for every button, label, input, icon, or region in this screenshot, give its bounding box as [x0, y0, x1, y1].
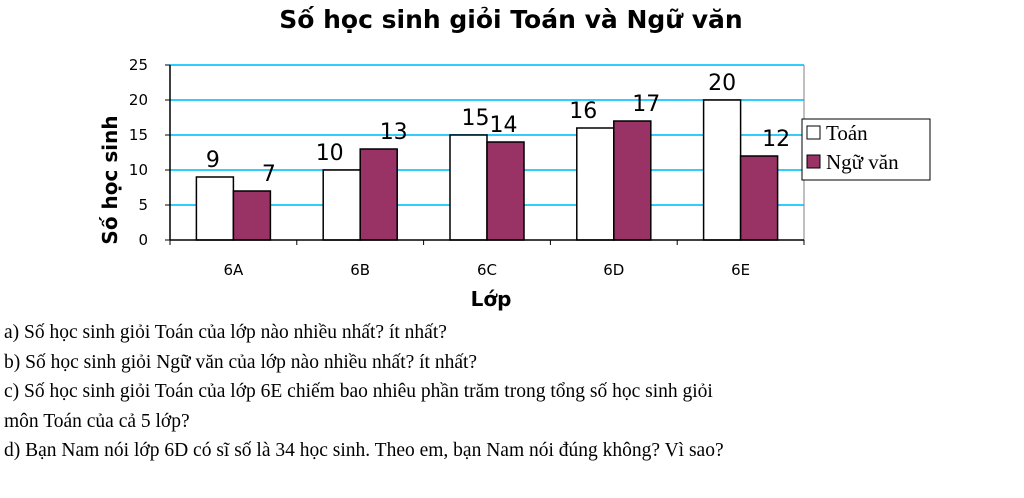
x-tick-label-6B: 6B [350, 261, 370, 279]
bars [195, 99, 779, 241]
x-tick-label-6A: 6A [223, 261, 244, 279]
question-c: c) Số học sinh giỏi Toán của lớp 6E chiế… [4, 381, 713, 402]
bar-toan-6D [576, 127, 615, 241]
legend-label-ngu-van: Ngữ văn [826, 150, 899, 174]
y-tick-label-20: 20 [129, 91, 148, 109]
legend-swatch-toan [806, 125, 821, 140]
bar-toan-6A [195, 176, 235, 241]
question-d: d) Bạn Nam nói lớp 6D có sĩ số là 34 học… [4, 440, 724, 461]
data-label-toan-6D: 16 [569, 99, 597, 124]
data-labels: 9 7 10 13 15 14 16 17 20 12 [206, 71, 790, 187]
bar-ngu-van-6A [232, 190, 272, 241]
x-axis-label: Lớp [471, 287, 512, 311]
legend-swatch-ngu-van [806, 154, 821, 169]
bar-ngu-van-6C [486, 141, 525, 241]
x-tick-label-6C: 6C [477, 261, 497, 279]
question-a: a) Số học sinh giỏi Toán của lớp nào nhi… [4, 322, 447, 343]
data-label-ngu-van-6B: 13 [380, 120, 408, 145]
x-tick-label-6D: 6D [603, 261, 624, 279]
data-label-ngu-van-6D: 17 [632, 92, 660, 117]
legend-label-toan: Toán [826, 121, 868, 145]
x-tick-label-6E: 6E [731, 261, 750, 279]
bar-ngu-van-6D [613, 120, 652, 241]
data-label-ngu-van-6A: 7 [262, 162, 276, 187]
question-list: a) Số học sinh giỏi Toán của lớp nào nhi… [4, 318, 1020, 466]
y-tick-label-10: 10 [129, 161, 148, 179]
data-label-toan-6A: 9 [206, 148, 220, 173]
data-label-toan-6B: 10 [316, 141, 344, 166]
data-label-toan-6C: 15 [462, 106, 490, 131]
bar-ngu-van-6E [739, 155, 779, 241]
y-tick-label-25: 25 [129, 56, 148, 74]
bar-toan-6E [702, 99, 742, 241]
y-tick-label-15: 15 [129, 126, 148, 144]
data-label-toan-6E: 20 [708, 71, 736, 96]
data-label-ngu-van-6E: 12 [762, 127, 790, 152]
y-axis-label: Số học sinh [98, 115, 122, 244]
chart-title: Số học sinh giỏi Toán và Ngữ văn [279, 5, 742, 34]
data-label-ngu-van-6C: 14 [490, 113, 518, 138]
axes: 0 5 10 15 20 25 6A 6B 6C 6D 6E [129, 56, 805, 279]
legend-box [801, 118, 931, 181]
bar-toan-6C [449, 134, 488, 241]
question-b: b) Số học sinh giỏi Ngữ văn của lớp nào … [4, 351, 478, 373]
bar-chart: Số học sinh giỏi Toán và Ngữ văn 0 5 10 15 2… [98, 5, 931, 311]
bar-toan-6B [322, 169, 361, 241]
y-tick-label-0: 0 [138, 231, 148, 249]
legend: Toán Ngữ văn [801, 118, 931, 181]
question-c-continued: môn Toán của cả 5 lớp? [4, 410, 190, 432]
y-tick-label-5: 5 [138, 196, 148, 214]
bar-ngu-van-6B [359, 148, 398, 241]
